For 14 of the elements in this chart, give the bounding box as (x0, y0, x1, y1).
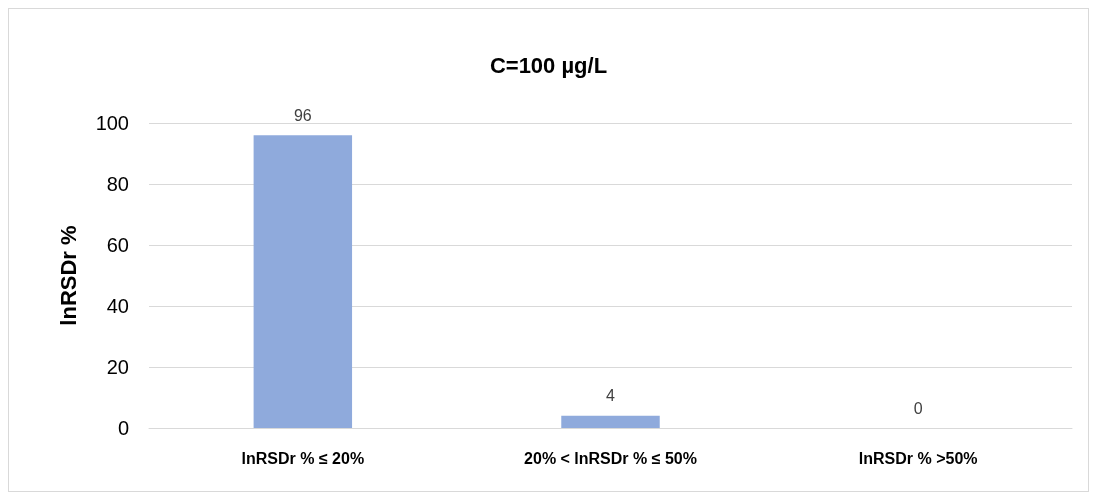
x-tick-label: 20% < lnRSDr % ≤ 50% (524, 449, 697, 467)
data-label: 4 (606, 387, 616, 405)
y-tick-label: 0 (117, 417, 129, 439)
x-tick-label: lnRSDr % >50% (858, 449, 978, 467)
y-axis-title: lnRSDr % (55, 225, 81, 326)
data-label: 96 (293, 106, 312, 124)
x-tick-label: lnRSDr % ≤ 20% (241, 449, 365, 467)
y-tick-label: 40 (106, 295, 129, 317)
y-tick-label: 20 (106, 356, 129, 378)
y-tick-label: 60 (106, 234, 129, 256)
data-label: 0 (913, 399, 923, 417)
y-tick-label: 80 (106, 173, 129, 195)
y-tick-label: 100 (95, 112, 129, 134)
chart-title: C=100 µg/L (489, 52, 608, 78)
